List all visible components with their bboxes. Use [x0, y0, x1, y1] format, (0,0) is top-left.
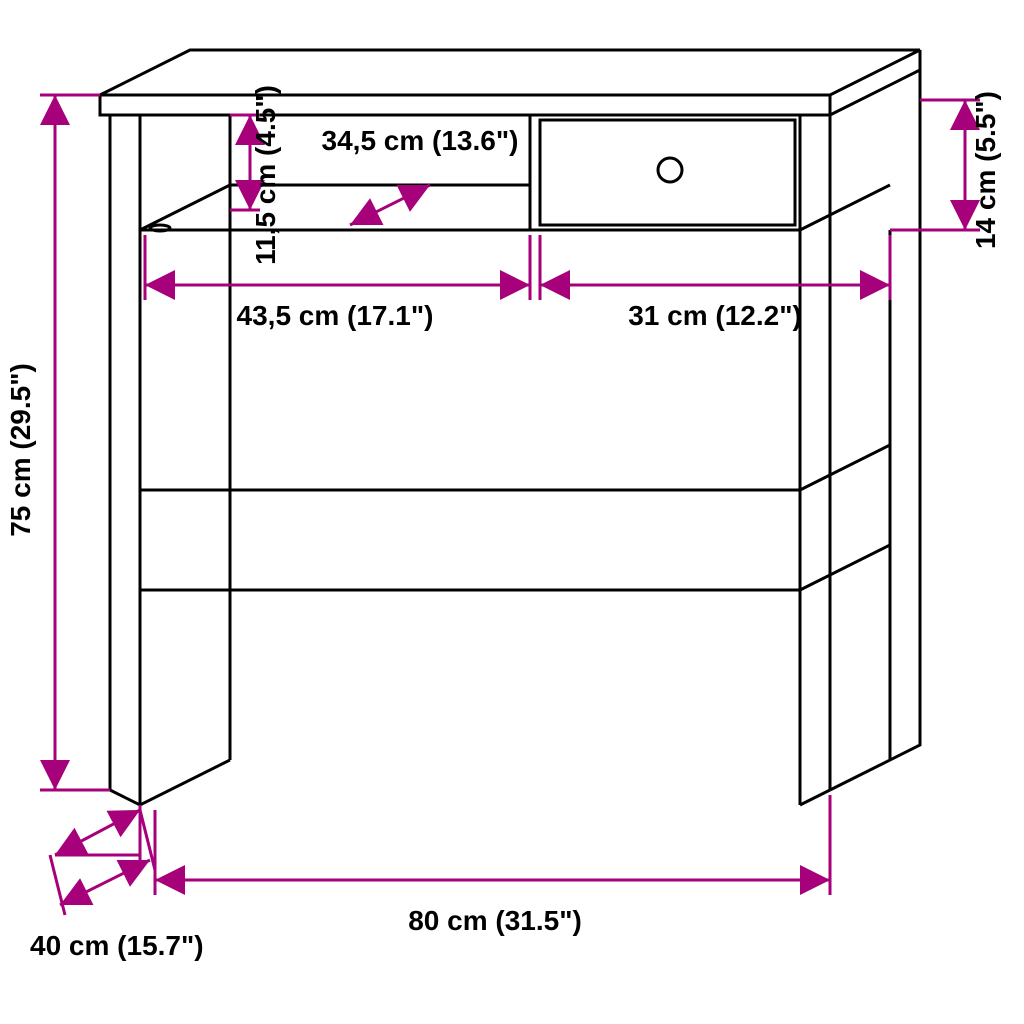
dimension-lines: 75 cm (29.5") 40 cm (15.7") 80 cm (31.5"…	[5, 85, 1001, 961]
dim-depth-label: 40 cm (15.7")	[30, 930, 204, 961]
dim-shelf-depth-label: 34,5 cm (13.6")	[322, 125, 519, 156]
dimension-diagram: 75 cm (29.5") 40 cm (15.7") 80 cm (31.5"…	[0, 0, 1024, 1024]
dim-drawer-width-label: 31 cm (12.2")	[628, 300, 802, 331]
dim-width-label: 80 cm (31.5")	[408, 905, 582, 936]
furniture-outline	[100, 50, 920, 805]
dim-shelf-width-label: 43,5 cm (17.1")	[237, 300, 434, 331]
dim-drawer-height-label: 14 cm (5.5")	[970, 91, 1001, 249]
dim-height-label: 75 cm (29.5")	[5, 363, 36, 537]
dim-shelf-height-label: 11,5 cm (4.5")	[250, 85, 281, 265]
drawer-knob	[658, 158, 682, 182]
